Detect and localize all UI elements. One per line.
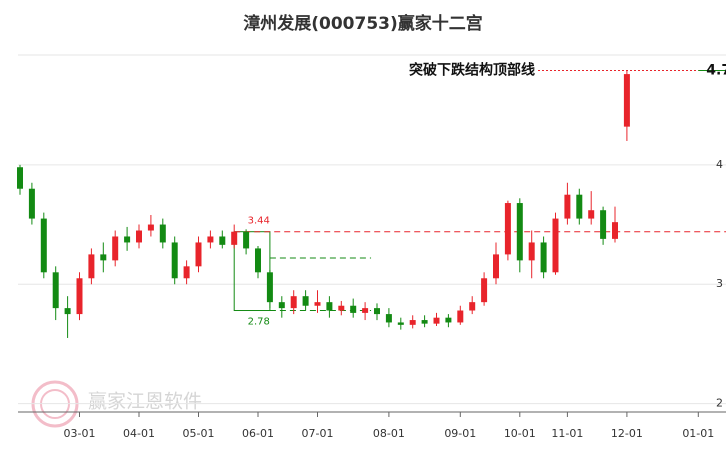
- candle-body: [374, 308, 380, 315]
- candle-body: [183, 266, 190, 279]
- candle-body: [243, 231, 250, 249]
- candle-body: [17, 167, 23, 189]
- candle-body: [600, 210, 607, 239]
- candle-body: [552, 218, 559, 273]
- candle-body: [64, 308, 71, 315]
- candle-body: [516, 203, 523, 261]
- candle-body: [136, 230, 142, 243]
- candle-body: [302, 296, 309, 306]
- candle-body: [207, 236, 214, 243]
- candle-body: [385, 314, 392, 323]
- candle-body: [623, 74, 630, 127]
- candle-body: [469, 302, 476, 311]
- candle-body: [255, 248, 261, 273]
- pattern-box: [233, 231, 271, 312]
- candle-body: [564, 194, 571, 219]
- x-tick-label: 07-01: [302, 427, 334, 440]
- candle-body: [481, 278, 488, 303]
- candle-body: [219, 236, 226, 245]
- x-tick-label: 06-01: [242, 427, 274, 440]
- candle-body: [612, 222, 618, 239]
- x-tick-label: 12-01: [611, 427, 643, 440]
- candle-body: [124, 236, 131, 243]
- candle-body: [112, 236, 119, 261]
- x-tick-label: 10-01: [504, 427, 536, 440]
- candle-body: [576, 194, 583, 219]
- y-tick-label: 4: [716, 158, 723, 171]
- candle-body: [445, 317, 452, 323]
- candle-body: [266, 272, 273, 303]
- candle-body: [528, 242, 535, 261]
- candle-body: [504, 203, 511, 255]
- level-label: 3.44: [248, 216, 270, 227]
- candle-body: [40, 218, 47, 273]
- candle-body: [350, 305, 357, 313]
- y-tick-label: 3: [716, 277, 723, 290]
- x-tick-label: 08-01: [373, 427, 405, 440]
- x-tick-label: 03-01: [64, 427, 96, 440]
- candle-body: [52, 272, 59, 309]
- candle-body: [433, 317, 440, 324]
- candle-body: [171, 242, 178, 279]
- candle-body: [362, 308, 369, 313]
- watermark-text: 赢家江恩软件: [88, 391, 202, 413]
- candle-body: [409, 320, 416, 325]
- candle-body: [100, 254, 107, 261]
- candle-body: [147, 224, 154, 231]
- candle-body: [314, 302, 321, 306]
- top-line-value: 4.79: [706, 63, 726, 79]
- y-tick-label: 2: [716, 397, 723, 410]
- candle-body: [457, 310, 464, 323]
- candle-body: [421, 320, 428, 324]
- candle-body: [326, 302, 333, 311]
- candle-body: [231, 231, 238, 245]
- candle-body: [278, 302, 285, 309]
- candle-body: [397, 322, 404, 325]
- level-label: 2.78: [248, 317, 270, 328]
- x-tick-label: 11-01: [551, 427, 583, 440]
- x-tick-label: 01-01: [682, 427, 714, 440]
- candle-body: [195, 242, 202, 267]
- chart-title: 漳州发展(000753)赢家十二宫: [243, 13, 483, 34]
- candle-body: [28, 188, 35, 219]
- candle-body: [338, 305, 345, 311]
- candle-body: [588, 210, 595, 219]
- candle-body: [493, 254, 499, 279]
- candle-body: [159, 224, 166, 243]
- x-tick-label: 04-01: [123, 427, 155, 440]
- x-tick-label: 09-01: [444, 427, 476, 440]
- candle-body: [540, 242, 547, 273]
- candle-body: [76, 278, 83, 315]
- top-line-label: 突破下跌结构顶部线: [409, 62, 535, 79]
- x-tick-label: 05-01: [183, 427, 215, 440]
- candle-body: [88, 254, 95, 279]
- candle-body: [290, 296, 297, 309]
